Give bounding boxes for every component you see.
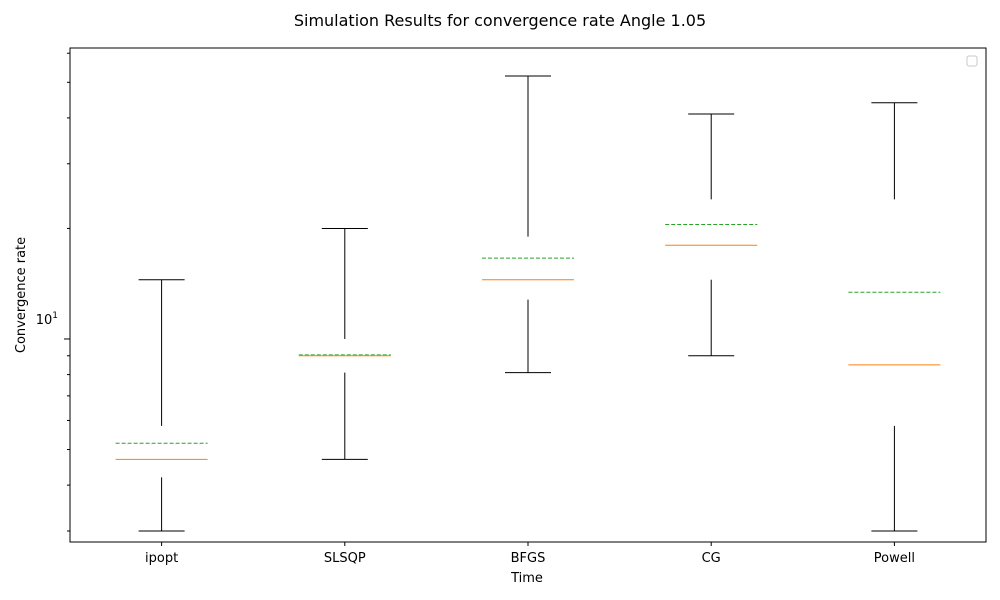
plot-area: ipopt SLSQP BFGS CG Powell: [64, 52, 941, 566]
x-tick-label-bfgs: BFGS: [511, 551, 546, 566]
x-tick-label-slsqp: SLSQP: [324, 551, 366, 566]
legend-box: [966, 55, 978, 67]
x-tick-label-ipopt: ipopt: [145, 551, 178, 566]
y-axis-label: Convergence rate: [14, 237, 29, 353]
x-tick-label-powell: Powell: [874, 551, 915, 566]
x-tick-label-cg: CG: [702, 551, 721, 566]
y-tick-label-10: 101: [36, 311, 58, 328]
axes-frame: [69, 47, 987, 543]
chart-title: Simulation Results for convergence rate …: [294, 11, 706, 30]
x-axis-label: Time: [510, 571, 543, 586]
